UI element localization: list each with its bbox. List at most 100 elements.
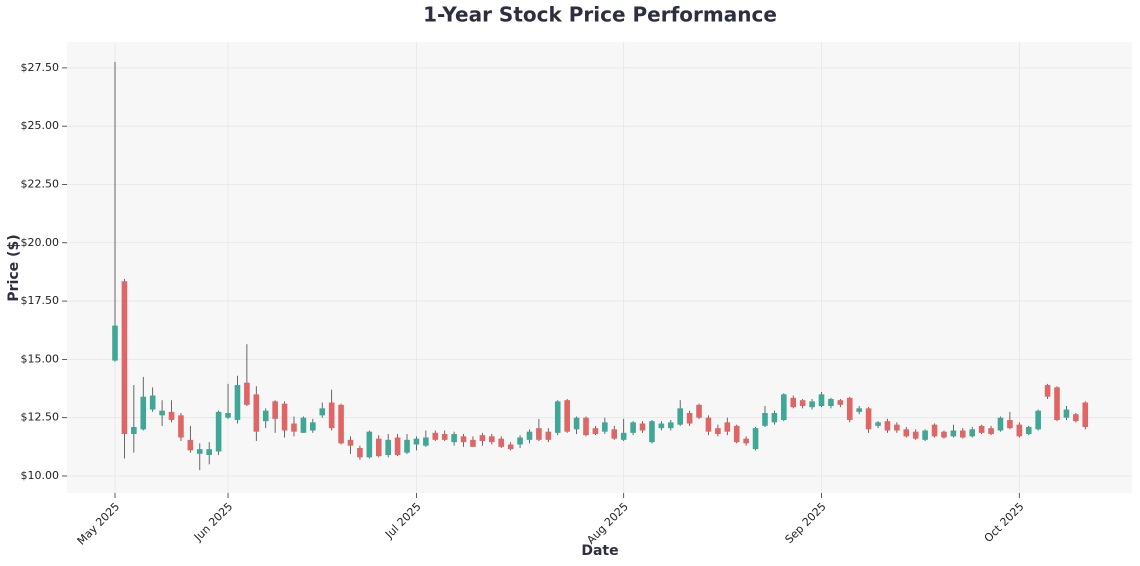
candle-body	[1054, 387, 1060, 421]
candle-body	[507, 444, 514, 450]
candle-body	[131, 427, 137, 435]
candle-body	[328, 402, 335, 429]
candle-body	[262, 410, 269, 422]
candle-body	[253, 394, 260, 432]
candle-body	[639, 423, 646, 431]
candle-body	[583, 417, 589, 436]
candle-body	[922, 430, 928, 440]
candle-body	[875, 422, 881, 426]
candle-body	[1016, 424, 1023, 437]
x-tick-label: Jun 2025	[191, 500, 235, 544]
candle-body	[498, 438, 505, 447]
candle-body	[451, 434, 457, 443]
candle-body	[366, 431, 373, 458]
y-tick-label: $25.00	[21, 119, 60, 132]
candle-body	[244, 382, 250, 405]
candle-body	[978, 425, 985, 433]
candle-body	[149, 395, 156, 410]
candle-body	[912, 431, 919, 439]
candle-body	[649, 421, 655, 443]
candle-body	[187, 439, 194, 451]
candle-body	[781, 394, 787, 421]
candle-body	[809, 401, 815, 408]
candle-body	[846, 397, 853, 421]
candle-body	[696, 404, 702, 418]
candle-body	[479, 435, 486, 441]
candle-body	[573, 417, 580, 430]
candle-body	[470, 439, 476, 447]
candle-body	[630, 422, 636, 433]
candle-body	[950, 430, 957, 437]
candle-body	[997, 417, 1004, 431]
candle-body	[291, 423, 297, 432]
candle-body	[856, 408, 862, 412]
candle-body	[960, 430, 966, 438]
candle-body	[460, 436, 467, 443]
candle-body	[385, 439, 391, 455]
candle-body	[743, 438, 749, 444]
candle-body	[347, 439, 354, 446]
chart-title: 1-Year Stock Price Performance	[423, 3, 777, 27]
candle-body	[988, 428, 994, 435]
candle-body	[357, 447, 363, 458]
candle-body	[1044, 385, 1051, 397]
candle-body	[592, 428, 599, 435]
candle-body	[818, 394, 825, 407]
candle-body	[121, 281, 128, 435]
candle-body	[752, 428, 759, 450]
candle-body	[112, 325, 118, 361]
candle-body	[969, 429, 976, 437]
candle-body	[140, 396, 147, 430]
candle-body	[404, 439, 410, 453]
y-tick-label: $15.00	[21, 352, 60, 365]
candle-body	[667, 422, 674, 429]
y-tick-label: $27.50	[21, 61, 60, 74]
candle-body	[1082, 402, 1089, 428]
y-axis-label: Price ($)	[6, 234, 22, 301]
candle-body	[234, 385, 241, 421]
candle-body	[790, 397, 797, 408]
y-tick-label: $17.50	[21, 294, 60, 307]
candle-body	[413, 438, 420, 445]
y-tick-label: $10.00	[21, 469, 60, 482]
candle-body	[1073, 414, 1079, 422]
candle-body	[545, 431, 552, 440]
candle-body	[620, 432, 627, 440]
y-tick-label: $12.50	[21, 411, 60, 424]
x-tick-label: Aug 2025	[584, 500, 631, 547]
candle-body	[300, 417, 307, 433]
candle-body	[375, 438, 382, 457]
candle-body	[705, 417, 712, 432]
candle-body	[715, 428, 721, 435]
candle-body	[196, 449, 203, 454]
candle-body	[423, 437, 429, 446]
candle-body	[828, 399, 834, 407]
candle-body	[602, 422, 608, 432]
candle-body	[611, 429, 618, 439]
candle-body	[837, 400, 844, 405]
candle-body	[865, 408, 872, 430]
candle-body	[724, 422, 731, 432]
candle-body	[178, 415, 184, 438]
candle-body	[225, 413, 231, 418]
candle-body	[536, 428, 542, 440]
x-tick-label: Sep 2025	[783, 500, 829, 546]
y-tick-label: $22.50	[21, 177, 60, 190]
candle-body	[441, 434, 448, 440]
candle-body	[564, 400, 570, 432]
candle-body	[903, 429, 910, 437]
candle-body	[517, 437, 523, 445]
candle-body	[884, 421, 891, 431]
candle-body	[159, 410, 165, 416]
candle-body	[677, 408, 683, 425]
candle-body	[206, 449, 212, 455]
candle-body	[658, 423, 665, 429]
candle-body	[272, 401, 278, 419]
candle-body	[338, 404, 344, 444]
candle-body	[931, 424, 938, 437]
x-tick-label: May 2025	[75, 500, 123, 548]
candle-body	[771, 413, 778, 423]
candle-body	[1007, 420, 1013, 429]
